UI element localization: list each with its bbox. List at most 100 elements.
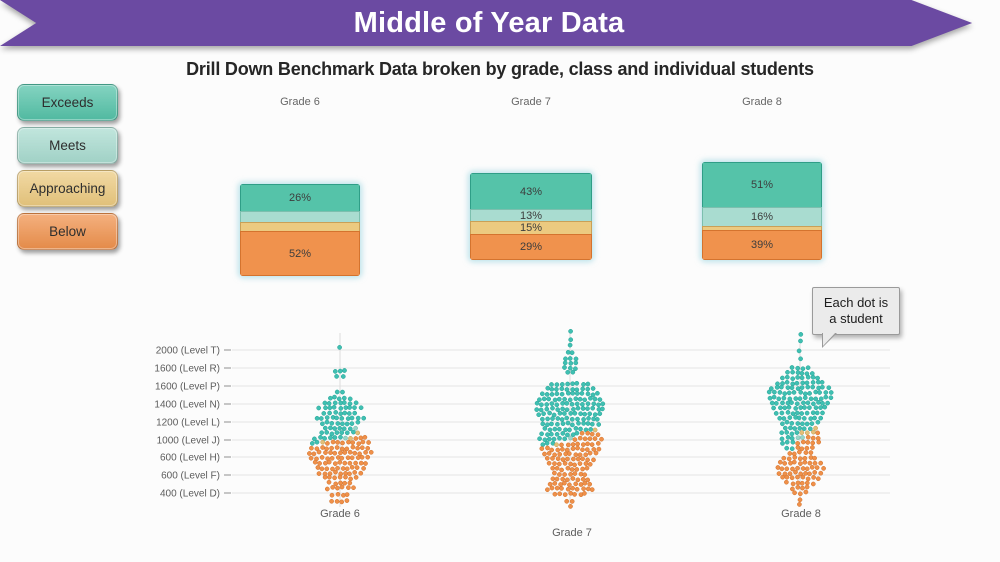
student-dot[interactable] <box>554 382 560 387</box>
student-dot[interactable] <box>560 476 566 482</box>
student-dot[interactable] <box>540 421 546 427</box>
student-dot[interactable] <box>810 410 816 416</box>
student-dot[interactable] <box>575 405 581 411</box>
student-dot[interactable] <box>795 421 801 426</box>
student-dot[interactable] <box>818 415 824 421</box>
student-dot[interactable] <box>800 366 806 372</box>
student-dot[interactable] <box>328 425 333 431</box>
student-dot[interactable] <box>789 446 795 452</box>
student-dot[interactable] <box>344 421 350 427</box>
student-dot[interactable] <box>544 392 550 397</box>
student-dot[interactable] <box>591 401 597 407</box>
student-dot[interactable] <box>798 356 803 362</box>
student-dot[interactable] <box>795 435 801 441</box>
student-dot[interactable] <box>544 406 550 412</box>
student-dot[interactable] <box>552 461 557 466</box>
student-dot[interactable] <box>337 345 342 350</box>
student-dot[interactable] <box>795 474 800 480</box>
student-dot[interactable] <box>573 396 579 402</box>
student-dot[interactable] <box>585 486 591 492</box>
student-dot[interactable] <box>344 492 350 497</box>
student-dot[interactable] <box>810 380 816 385</box>
student-dot[interactable] <box>332 461 338 466</box>
student-dot[interactable] <box>573 481 579 487</box>
student-dot[interactable] <box>777 415 783 421</box>
student-dot[interactable] <box>789 436 795 441</box>
student-dot[interactable] <box>335 485 340 491</box>
student-dot[interactable] <box>368 449 374 455</box>
student-dot[interactable] <box>569 416 575 422</box>
student-dot[interactable] <box>326 459 332 465</box>
student-dot[interactable] <box>802 391 808 397</box>
student-dot[interactable] <box>546 451 552 456</box>
student-dot[interactable] <box>342 450 348 455</box>
student-dot[interactable] <box>347 471 352 477</box>
student-dot[interactable] <box>800 474 806 480</box>
student-dot[interactable] <box>779 436 785 442</box>
student-dot[interactable] <box>572 471 578 476</box>
student-dot[interactable] <box>361 415 367 421</box>
student-dot[interactable] <box>789 431 795 437</box>
student-dot[interactable] <box>355 419 361 425</box>
student-dot[interactable] <box>546 396 552 402</box>
student-dot[interactable] <box>537 397 542 403</box>
student-dot[interactable] <box>798 338 803 344</box>
student-dot[interactable] <box>349 415 355 421</box>
student-dot[interactable] <box>771 394 777 400</box>
student-dot[interactable] <box>560 431 566 436</box>
student-dot[interactable] <box>795 375 800 380</box>
student-dot[interactable] <box>544 402 550 407</box>
student-dot[interactable] <box>784 374 790 380</box>
student-dot[interactable] <box>566 451 572 456</box>
student-dot[interactable] <box>805 384 811 390</box>
student-dot[interactable] <box>559 442 564 448</box>
student-dot[interactable] <box>358 460 364 466</box>
bar-segment-below[interactable]: 39% <box>702 230 822 260</box>
student-dot[interactable] <box>552 481 558 486</box>
student-dot[interactable] <box>804 445 810 451</box>
student-dot[interactable] <box>579 430 585 436</box>
student-dot[interactable] <box>575 416 580 422</box>
student-dot[interactable] <box>318 434 323 440</box>
student-dot[interactable] <box>328 395 333 401</box>
student-dot[interactable] <box>794 410 800 416</box>
student-dot[interactable] <box>344 430 350 436</box>
student-dot[interactable] <box>779 430 785 436</box>
student-dot[interactable] <box>339 499 345 505</box>
student-dot[interactable] <box>573 426 579 431</box>
student-dot[interactable] <box>337 425 343 431</box>
student-dot[interactable] <box>365 445 371 451</box>
student-dot[interactable] <box>589 442 595 447</box>
student-dot[interactable] <box>774 385 780 390</box>
student-dot[interactable] <box>551 436 557 442</box>
student-dot[interactable] <box>590 386 596 391</box>
student-dot[interactable] <box>810 481 816 487</box>
student-dot[interactable] <box>355 445 360 451</box>
student-dot[interactable] <box>564 415 570 421</box>
student-dot[interactable] <box>361 466 366 471</box>
student-dot[interactable] <box>780 421 785 427</box>
student-dot[interactable] <box>344 466 350 472</box>
student-dot[interactable] <box>557 435 562 441</box>
student-dot[interactable] <box>583 461 589 466</box>
student-dot[interactable] <box>552 452 557 458</box>
student-dot[interactable] <box>575 456 581 462</box>
student-dot[interactable] <box>570 369 576 375</box>
student-dot[interactable] <box>545 445 550 451</box>
student-dot[interactable] <box>562 480 567 486</box>
student-dot[interactable] <box>552 470 557 476</box>
student-dot[interactable] <box>320 421 325 427</box>
student-dot[interactable] <box>574 401 580 407</box>
student-dot[interactable] <box>580 466 585 472</box>
student-dot[interactable] <box>592 427 598 433</box>
student-dot[interactable] <box>549 485 555 491</box>
student-dot[interactable] <box>358 405 364 411</box>
student-dot[interactable] <box>797 456 803 462</box>
student-dot[interactable] <box>785 385 791 390</box>
student-dot[interactable] <box>331 404 337 410</box>
student-dot[interactable] <box>333 481 339 487</box>
student-dot[interactable] <box>805 365 811 371</box>
student-dot[interactable] <box>554 442 559 448</box>
student-dot[interactable] <box>804 421 810 427</box>
student-dot[interactable] <box>771 405 776 411</box>
